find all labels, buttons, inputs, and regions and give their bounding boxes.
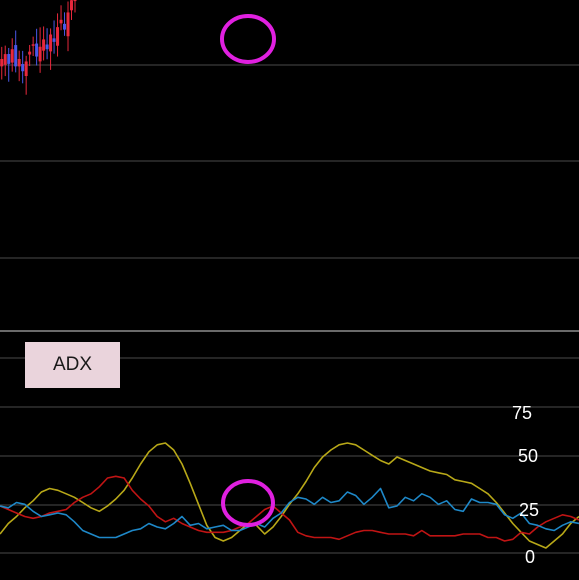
adx-tick-label: 0 — [525, 547, 535, 567]
candlestick-series — [0, 0, 77, 95]
candle-body — [42, 39, 46, 51]
candle-body — [7, 54, 11, 64]
price-grid — [0, 64, 579, 259]
adx-tick-label: 75 — [512, 403, 532, 423]
candle-body — [21, 64, 25, 72]
candle-body — [3, 54, 7, 65]
candle-body — [31, 44, 35, 46]
candle-body — [63, 23, 67, 30]
candle-body — [45, 44, 49, 50]
adx-series-line — [0, 442, 579, 549]
candle-body — [28, 51, 32, 55]
candle-body — [0, 59, 4, 67]
adx-tick-label: 25 — [519, 500, 539, 520]
adx-series-line — [0, 487, 579, 539]
candle-body — [56, 27, 60, 46]
candle-body — [52, 38, 56, 42]
candle-body — [59, 19, 63, 24]
candle-body — [73, 0, 77, 2]
candle-body — [17, 59, 21, 67]
adx-lines — [0, 442, 579, 549]
candle-body — [49, 34, 53, 52]
candle-body — [38, 46, 42, 62]
candle-body — [66, 12, 70, 37]
candle-body — [24, 61, 28, 77]
candle-body — [70, 0, 74, 11]
candle-body — [35, 43, 39, 57]
indicator-label: ADX — [25, 342, 120, 388]
candle-body — [14, 45, 18, 67]
price-annotation-circle — [220, 14, 276, 64]
adx-tick-label: 50 — [518, 446, 538, 466]
candle-body — [10, 49, 14, 63]
adx-series-line — [0, 475, 579, 542]
adx-axis: 75 50 25 0 — [512, 403, 539, 567]
adx-annotation-circle — [221, 479, 275, 527]
